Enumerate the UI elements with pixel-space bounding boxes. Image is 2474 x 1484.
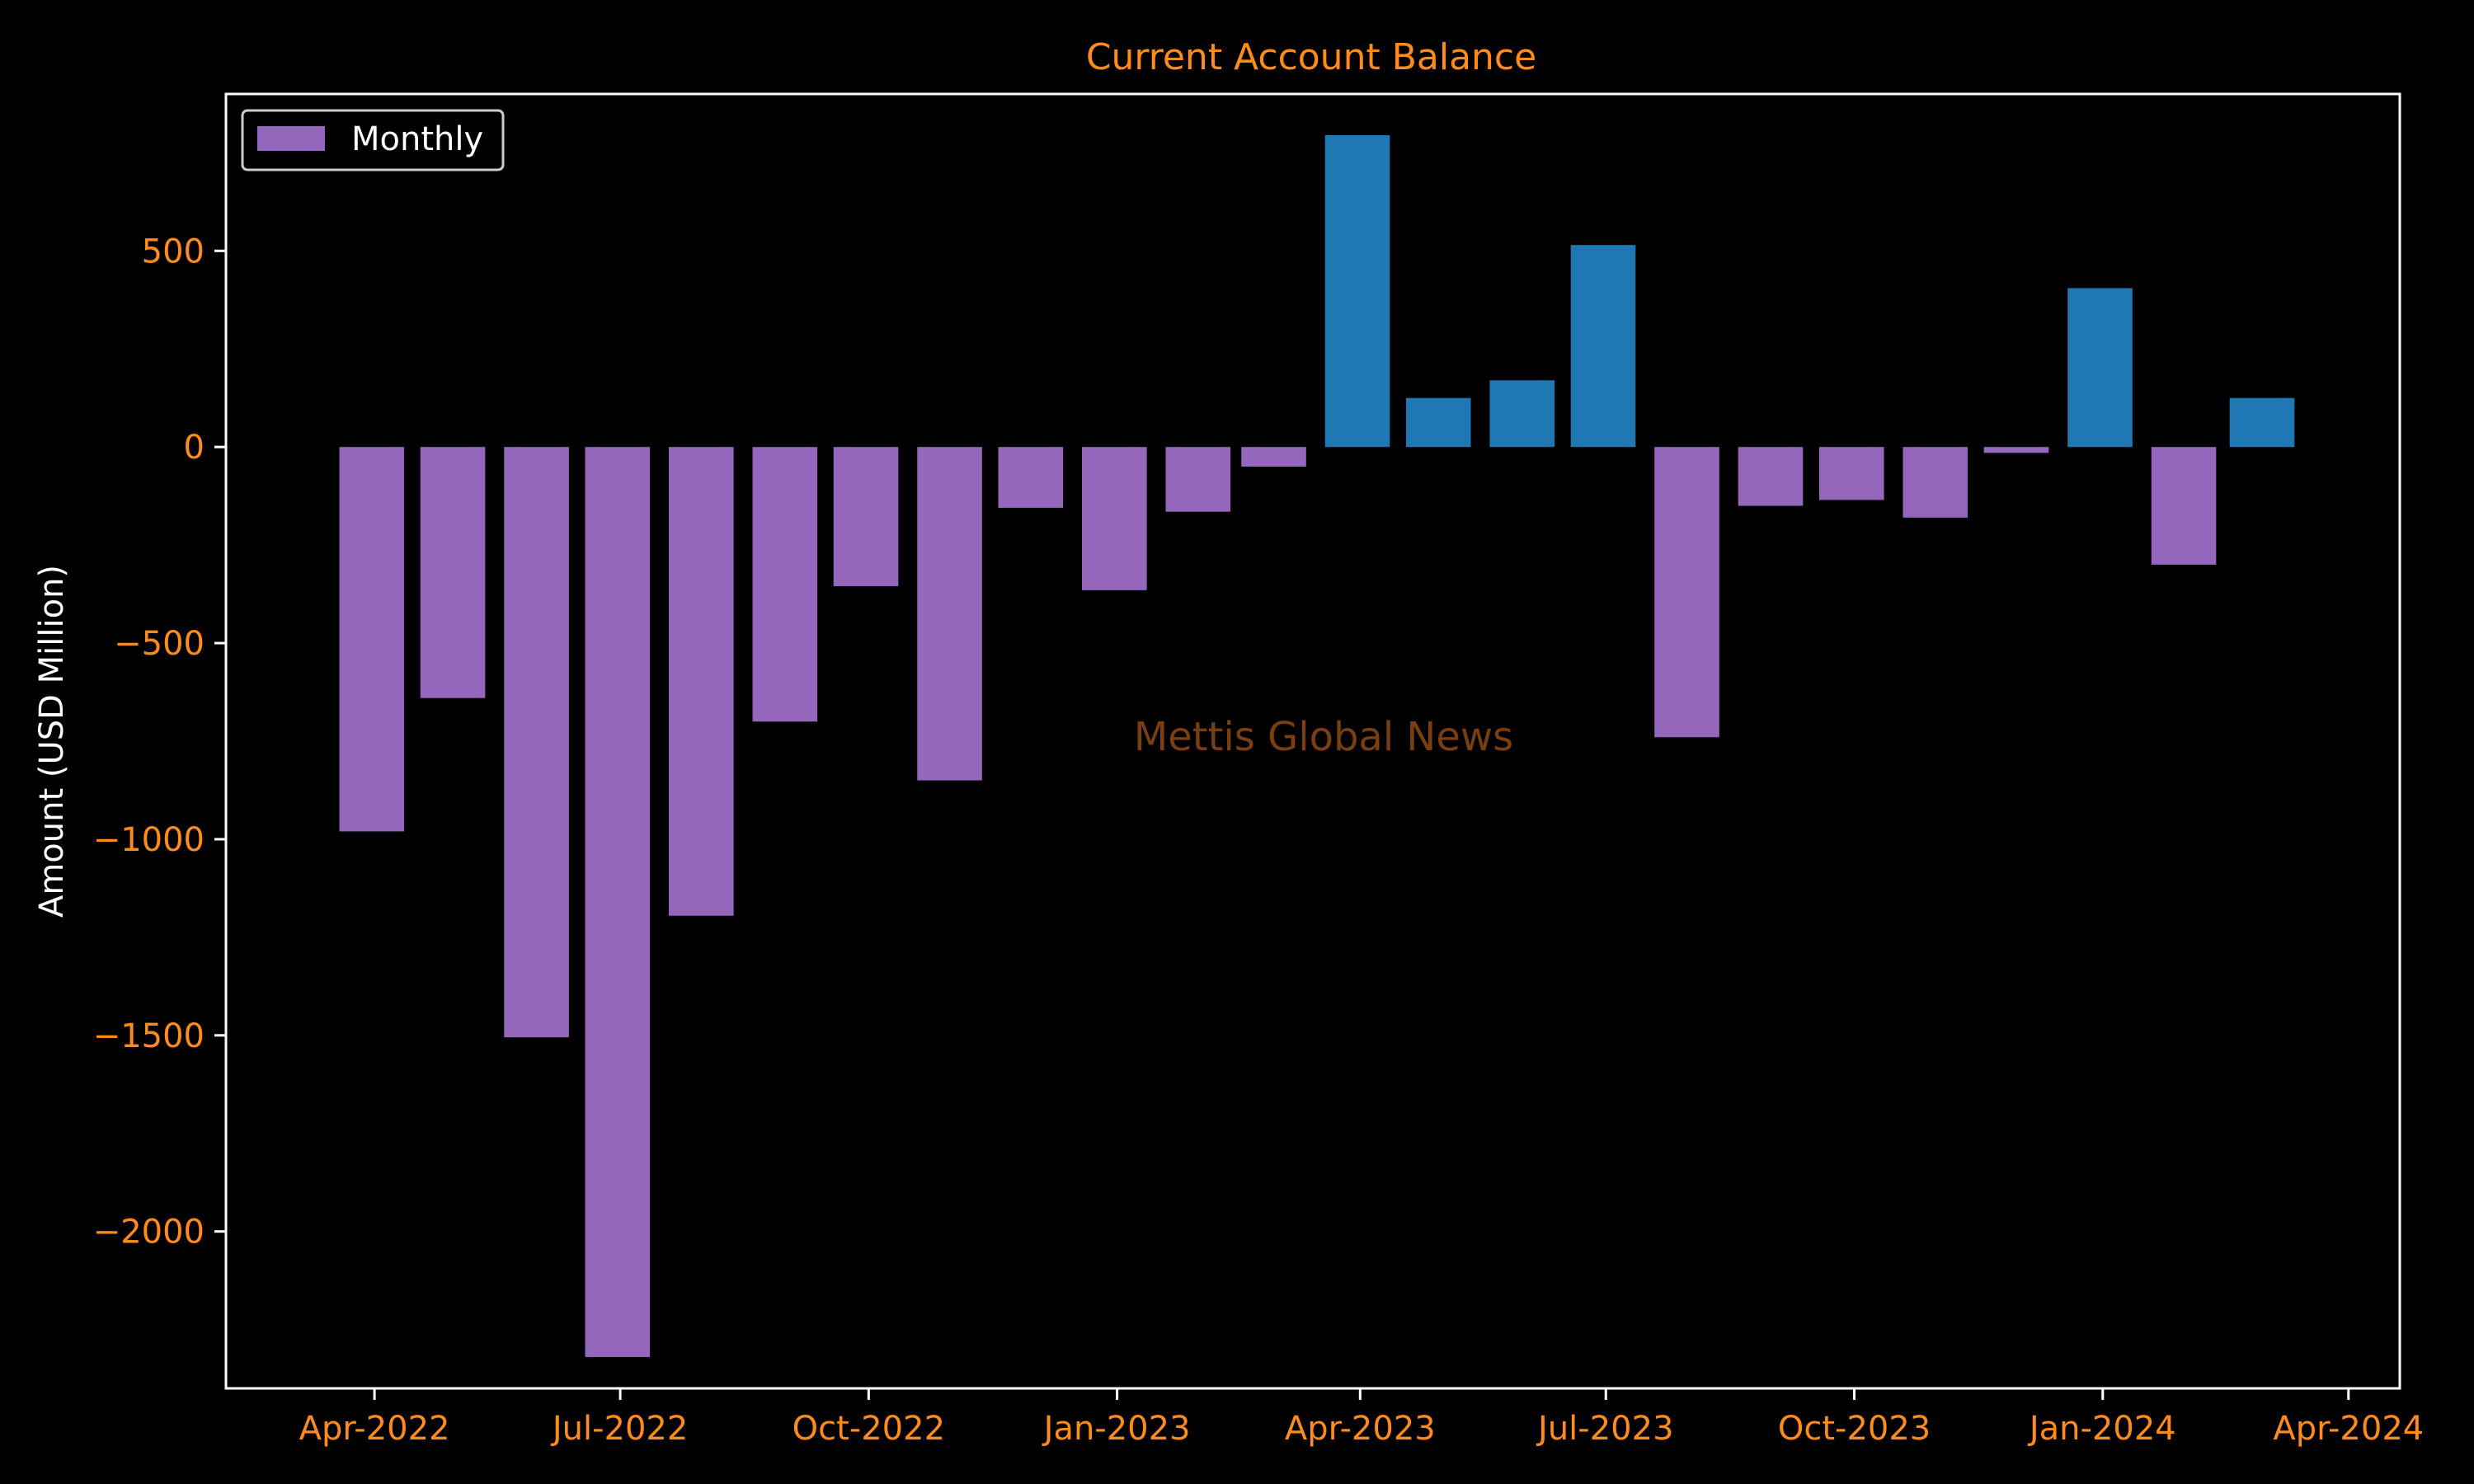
bar-2022-12 (1082, 447, 1147, 590)
bar-2022-04 (420, 447, 486, 698)
x-tick-label: Apr-2023 (1285, 1410, 1436, 1448)
x-tick-label: Jul-2022 (550, 1410, 689, 1448)
x-tick-label: Jan-2024 (2027, 1410, 2176, 1448)
x-axis-ticks: Apr-2022 Jul-2022 Oct-2022 Jan-2023 Apr-2023… (299, 1388, 2424, 1448)
bar-group (339, 134, 2295, 1357)
chart-title: Current Account Balance (1086, 36, 1536, 78)
bar-2023-10 (1903, 447, 1968, 518)
x-tick-label: Apr-2022 (299, 1410, 450, 1448)
legend-box (241, 109, 505, 171)
y-axis-ticks: 500 0 −500 −1000 −1500 −2000 (93, 232, 226, 1252)
bar-2022-10 (917, 447, 982, 781)
legend-swatch (257, 126, 325, 151)
watermark-text: Mettis Global News (1134, 714, 1513, 760)
legend: Monthly (241, 109, 505, 171)
y-tick-label: 0 (184, 429, 205, 467)
bar-2023-03 (1324, 134, 1390, 448)
bar-2023-05 (1489, 380, 1555, 448)
y-tick-label: −2000 (93, 1214, 205, 1252)
bar-2023-04 (1405, 397, 1471, 448)
bar-2022-03 (339, 447, 405, 832)
y-tick-label: −1500 (93, 1017, 205, 1055)
x-tick-label: Oct-2023 (1778, 1410, 1931, 1448)
bar-2023-01 (1165, 447, 1231, 512)
bar-2023-12 (2067, 288, 2133, 448)
legend-label: Monthly (351, 120, 483, 158)
y-axis-label: Amount (USD Million) (33, 565, 71, 918)
bar-2023-06 (1570, 245, 1636, 448)
bar-2023-07 (1654, 447, 1719, 738)
bar-2023-02 (1241, 447, 1306, 467)
bar-2022-08 (752, 447, 818, 722)
plot-frame (224, 92, 2401, 1390)
y-tick-label: −500 (114, 625, 205, 663)
bar-2023-09 (1818, 447, 1884, 500)
bar-2023-08 (1738, 447, 1804, 506)
bar-2022-05 (504, 447, 569, 1038)
x-tick-label: Jan-2023 (1042, 1410, 1191, 1448)
bar-2024-02 (2229, 397, 2295, 448)
bar-2022-06 (585, 447, 651, 1357)
bar-2022-09 (833, 447, 899, 587)
x-tick-label: Apr-2024 (2273, 1410, 2424, 1448)
x-tick-label: Jul-2023 (1536, 1410, 1674, 1448)
bar-2023-11 (1983, 447, 2049, 453)
y-tick-label: 500 (142, 232, 205, 270)
x-tick-label: Oct-2022 (793, 1410, 945, 1448)
bar-2022-07 (669, 447, 734, 916)
y-tick-label: −1000 (93, 821, 205, 859)
bar-2022-11 (998, 447, 1064, 508)
bar-2024-01 (2151, 447, 2217, 565)
